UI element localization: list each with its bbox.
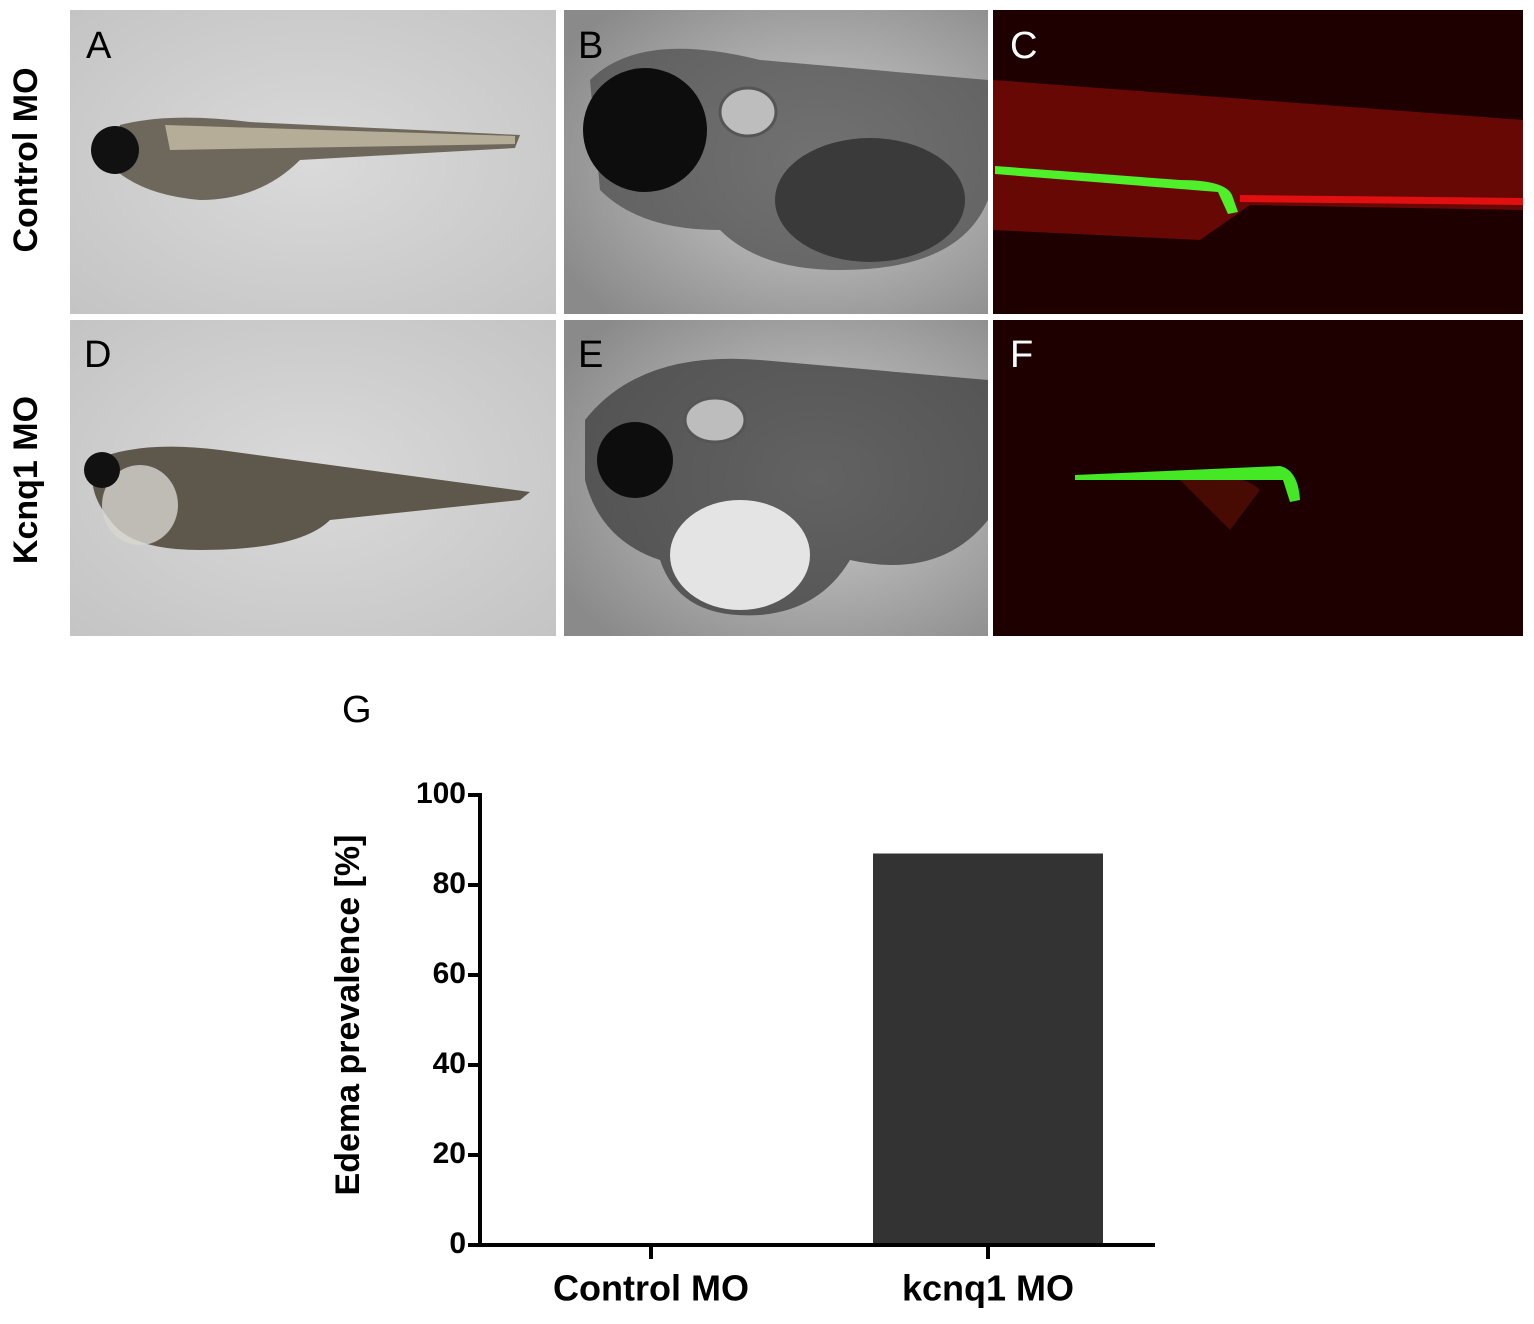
image-panel: [993, 320, 1523, 636]
panel-label: C: [1010, 25, 1037, 67]
row-label: Kcnq1 MO: [7, 396, 45, 564]
panel-label: F: [1010, 334, 1033, 376]
panel-label: G: [342, 689, 372, 731]
y-tick-label: 40: [433, 1047, 466, 1080]
y-tick-label: 60: [433, 957, 466, 990]
panel-label: E: [578, 334, 603, 376]
y-tick-label: 20: [433, 1137, 466, 1170]
row-label: Control MO: [7, 67, 45, 252]
bar: [873, 853, 1103, 1245]
y-tick-label: 80: [433, 867, 466, 900]
image-panel: [993, 10, 1523, 314]
image-panel: [564, 10, 988, 314]
image-panel: [70, 320, 556, 636]
y-tick-label: 0: [449, 1227, 466, 1260]
y-axis-title: Edema prevalence [%]: [329, 835, 367, 1196]
panel-label: D: [84, 334, 111, 376]
image-panel: [564, 320, 988, 636]
x-tick-label: Control MO: [553, 1268, 749, 1309]
image-panel: [70, 10, 556, 314]
panel-label: B: [578, 25, 603, 67]
panel-label: A: [86, 25, 112, 67]
y-tick-label: 100: [416, 777, 466, 810]
x-tick-label: kcnq1 MO: [902, 1268, 1074, 1309]
